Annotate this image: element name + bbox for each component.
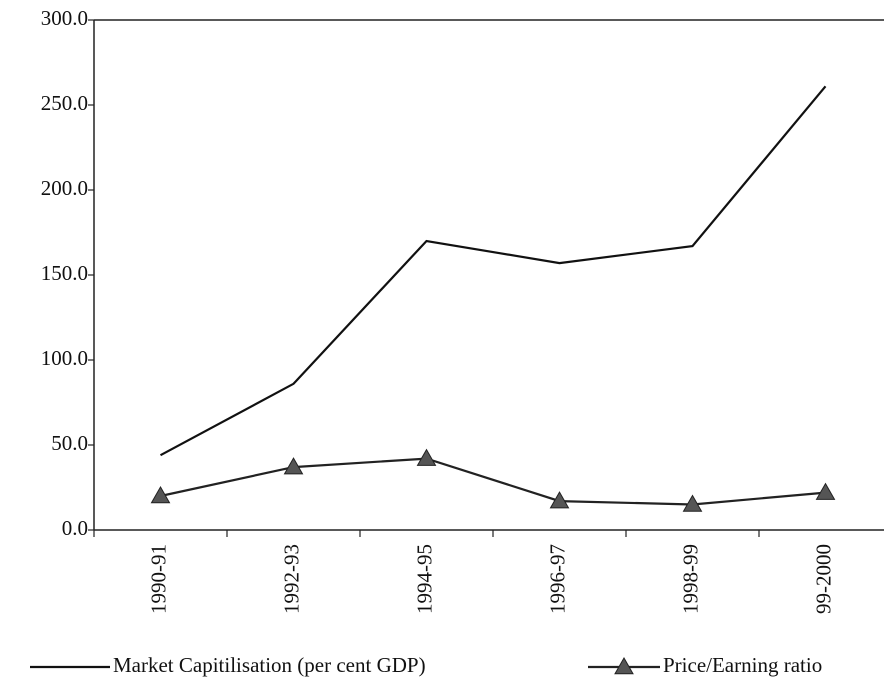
point-marker (549, 491, 570, 509)
y-tick-label: 100.0 (41, 346, 88, 370)
point-marker (416, 448, 437, 466)
point-marker (150, 485, 171, 504)
x-tick-label: 1992-93 (279, 544, 303, 614)
y-tick-label: 200.0 (41, 176, 88, 200)
legend-label: Price/Earning ratio (663, 653, 822, 677)
x-tick-label: 1994-95 (412, 544, 436, 614)
point-marker (283, 457, 304, 475)
legend-label: Market Capitilisation (per cent GDP) (113, 653, 426, 677)
y-tick-label: 150.0 (41, 261, 88, 285)
x-tick-label: 99-2000 (811, 544, 835, 614)
point-marker (682, 494, 703, 512)
y-tick-label: 250.0 (41, 91, 88, 115)
y-tick-label: 50.0 (51, 431, 88, 455)
legend-marker (614, 656, 634, 675)
x-tick-label: 1998-99 (678, 544, 702, 614)
x-tick-label: 1996-97 (545, 544, 569, 614)
series-line (160, 457, 826, 506)
series-line (159, 85, 827, 457)
x-tick-label: 1990-91 (146, 544, 170, 614)
y-tick-label: 0.0 (62, 516, 88, 540)
point-marker (815, 482, 836, 500)
y-tick-label: 300.0 (41, 6, 88, 30)
